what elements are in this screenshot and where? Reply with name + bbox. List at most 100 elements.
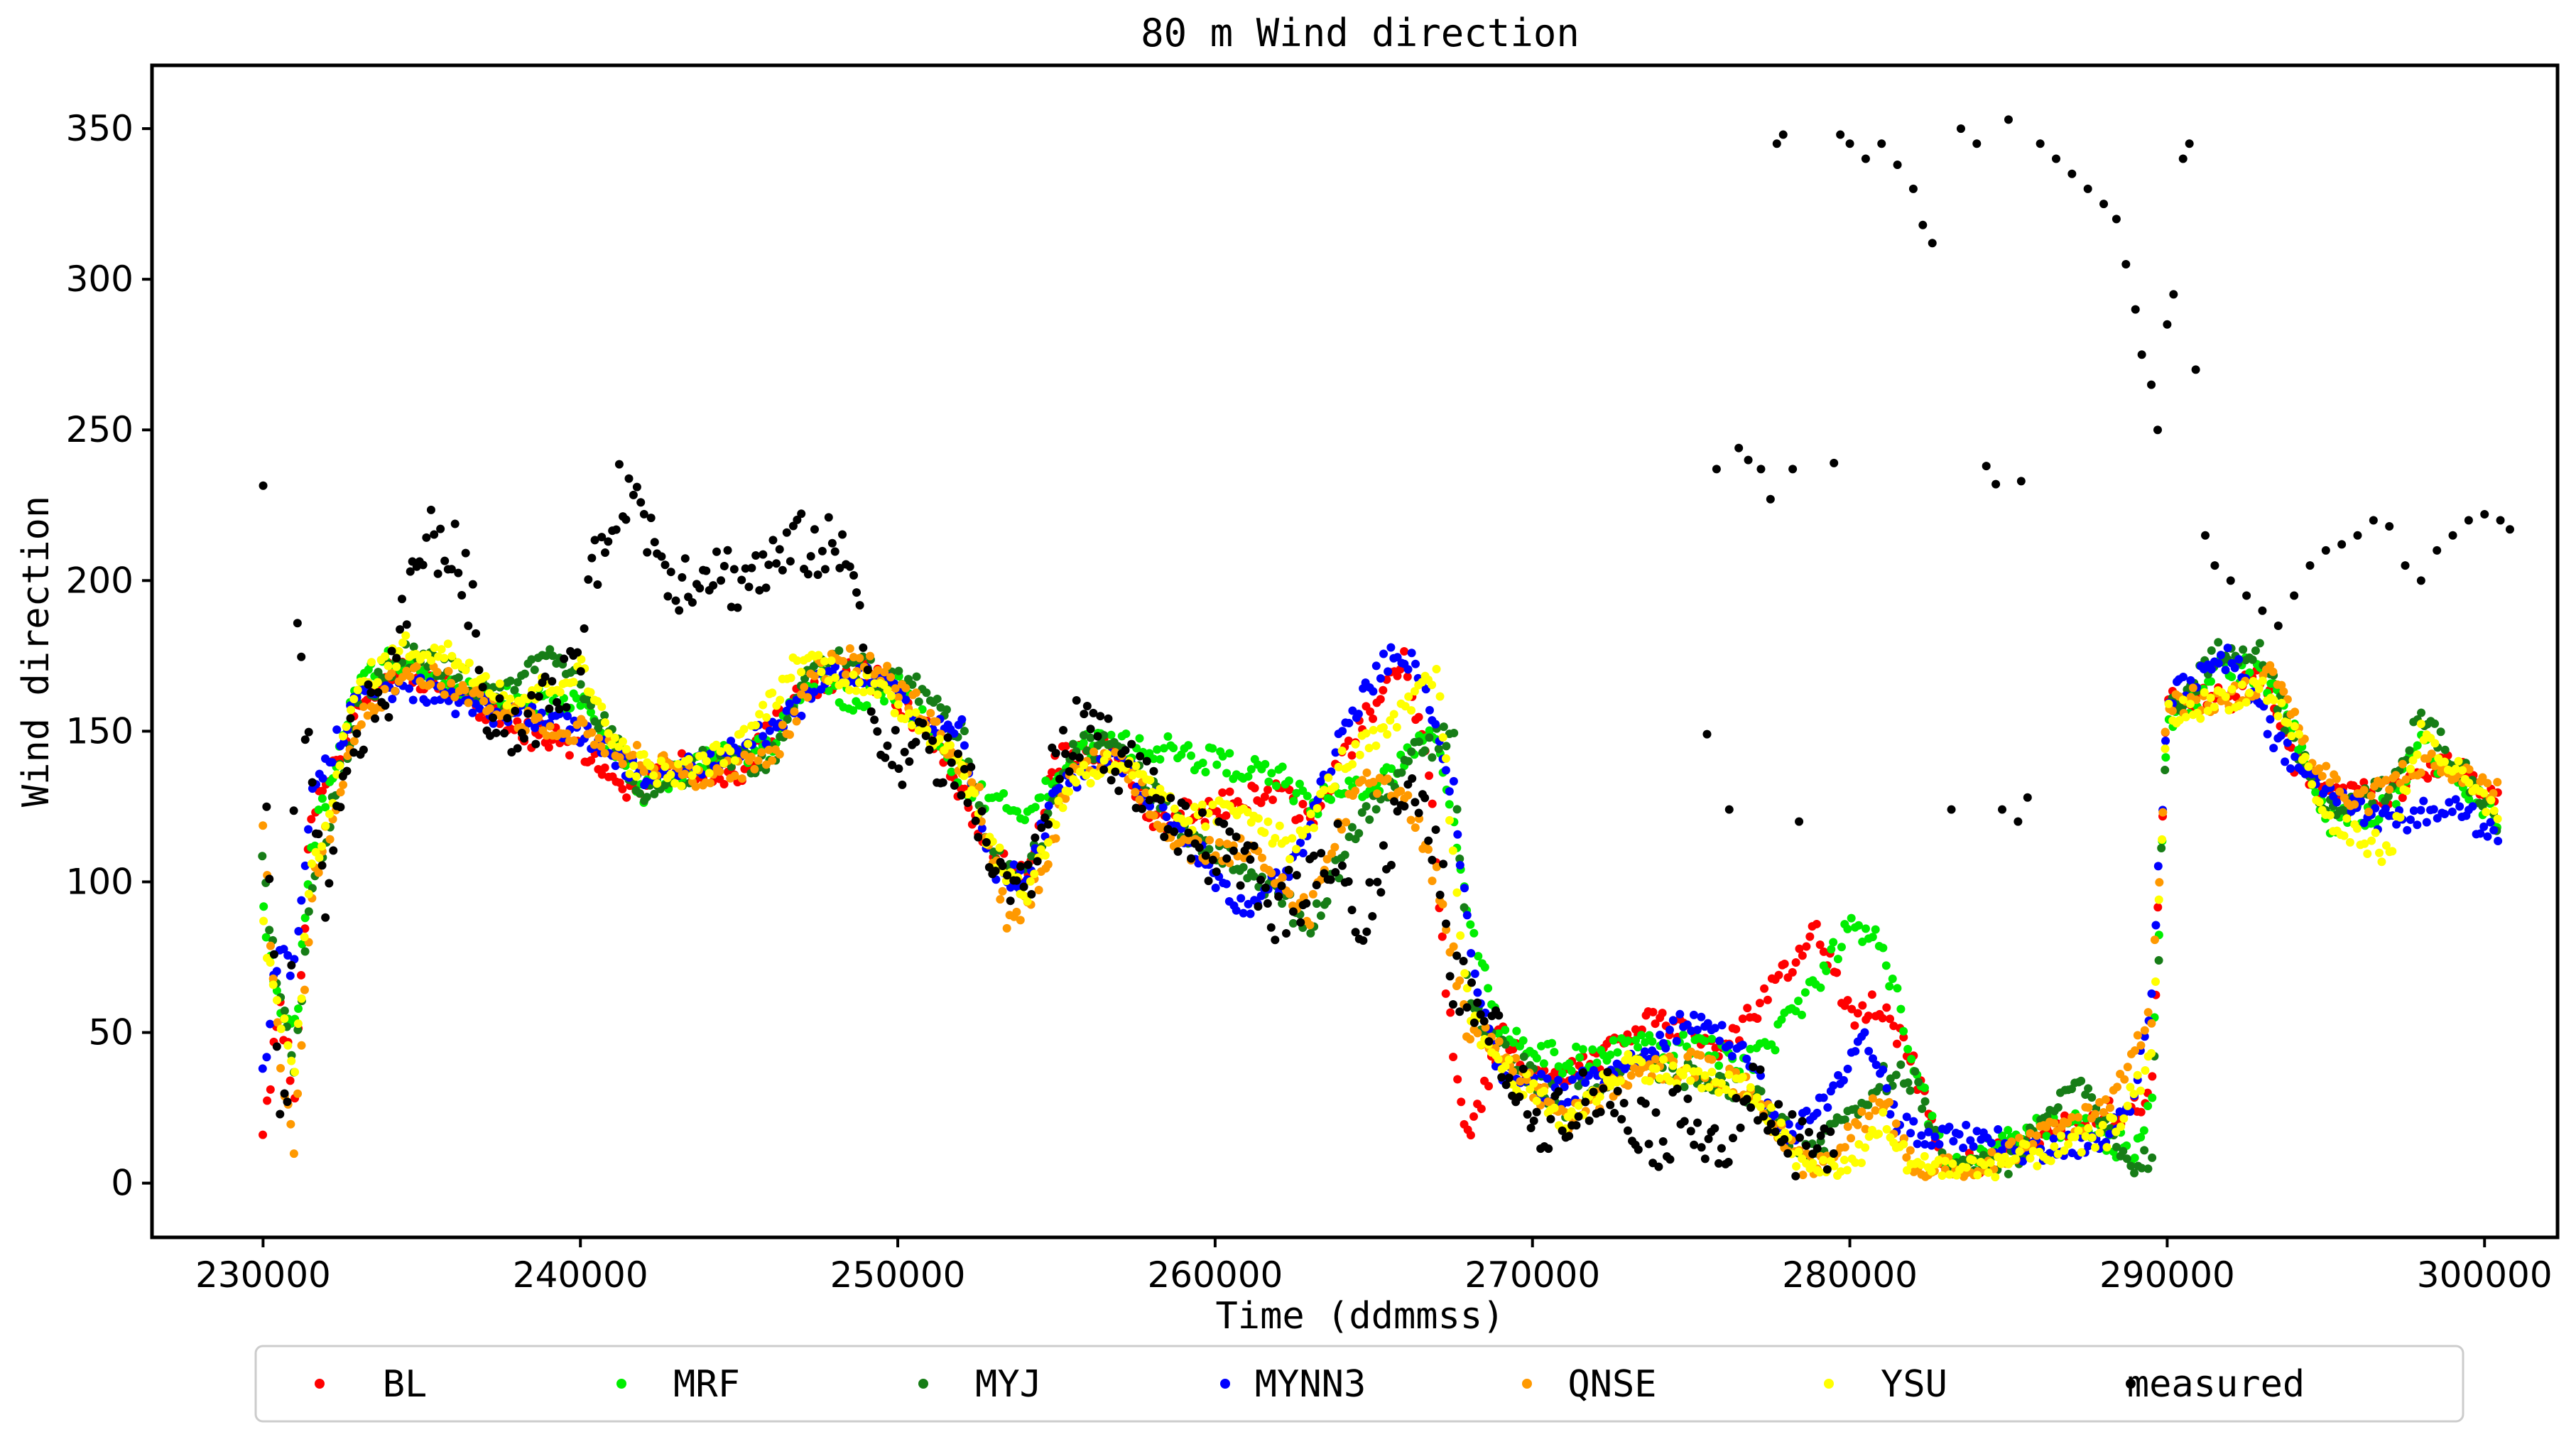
data-point xyxy=(1850,1021,1859,1030)
data-point xyxy=(1282,928,1291,938)
data-point xyxy=(1715,1036,1724,1046)
data-point xyxy=(1763,995,1772,1004)
data-point xyxy=(2169,290,2178,299)
data-point xyxy=(1984,1168,1993,1177)
data-point xyxy=(1342,818,1351,827)
data-point xyxy=(577,655,586,664)
data-point xyxy=(1362,802,1371,811)
data-point xyxy=(2276,731,2286,740)
data-point xyxy=(2448,531,2457,540)
data-point xyxy=(1686,1076,1695,1085)
data-point xyxy=(576,680,585,689)
data-point xyxy=(1888,974,1897,983)
y-tick-label: 350 xyxy=(66,108,134,149)
data-point xyxy=(1362,927,1371,936)
data-point xyxy=(276,1063,286,1073)
data-point xyxy=(1428,799,1437,808)
data-point xyxy=(600,749,609,758)
data-point xyxy=(1683,1020,1692,1029)
data-point xyxy=(1466,1035,1475,1044)
data-point xyxy=(1278,762,1287,771)
data-point xyxy=(2136,1107,2146,1117)
data-point xyxy=(1756,1071,1766,1080)
data-point xyxy=(2464,795,2474,804)
data-point xyxy=(1567,1066,1576,1075)
data-point xyxy=(1296,838,1305,847)
data-point xyxy=(2091,1110,2100,1119)
data-point xyxy=(1945,1122,1954,1132)
data-point xyxy=(2230,663,2239,673)
data-point xyxy=(2226,576,2235,585)
data-point xyxy=(1665,1076,1675,1085)
data-point xyxy=(1864,1046,1874,1056)
data-point xyxy=(2251,646,2260,655)
data-point xyxy=(553,698,562,707)
data-point xyxy=(2136,1133,2146,1142)
data-point xyxy=(1156,784,1165,793)
data-point xyxy=(1843,924,1852,933)
data-point xyxy=(2445,798,2454,807)
data-point xyxy=(2161,744,2170,754)
data-point xyxy=(2422,818,2431,827)
data-point xyxy=(1474,952,1483,961)
data-point xyxy=(1800,988,1810,997)
data-point xyxy=(1973,1171,1982,1180)
data-point xyxy=(1292,845,1301,854)
data-point xyxy=(2196,714,2205,723)
data-point xyxy=(898,780,907,789)
data-point xyxy=(1692,1025,1702,1034)
data-point xyxy=(1767,1103,1776,1112)
data-point xyxy=(1903,1166,1912,1175)
data-point xyxy=(2163,320,2172,329)
data-point xyxy=(2136,1086,2145,1095)
data-point xyxy=(757,748,766,757)
data-point xyxy=(1509,1038,1518,1047)
data-point xyxy=(938,778,947,787)
data-point xyxy=(1668,1016,1678,1025)
data-point xyxy=(1386,716,1395,725)
data-point xyxy=(304,825,313,834)
data-point xyxy=(1420,746,1430,755)
data-point xyxy=(454,673,463,682)
data-point xyxy=(806,552,815,561)
data-point xyxy=(715,767,724,776)
data-point xyxy=(2440,809,2450,818)
data-point xyxy=(1218,752,1227,761)
data-point xyxy=(1278,873,1287,882)
data-point xyxy=(293,619,302,628)
data-point xyxy=(1651,1055,1661,1064)
data-point xyxy=(1099,765,1109,774)
data-point xyxy=(615,753,624,762)
data-point xyxy=(1080,710,1089,719)
data-point xyxy=(460,685,469,695)
data-point xyxy=(604,537,613,546)
data-point xyxy=(1387,764,1396,774)
data-point xyxy=(1847,1134,1856,1143)
data-point xyxy=(2185,139,2194,148)
data-point xyxy=(2077,1148,2086,1157)
data-point xyxy=(1344,776,1354,786)
data-point xyxy=(1906,1146,1915,1155)
data-point xyxy=(1896,1060,1906,1069)
data-point xyxy=(677,749,686,758)
data-point xyxy=(579,718,588,727)
data-point xyxy=(1264,777,1273,786)
data-point xyxy=(2392,820,2401,829)
data-point xyxy=(1816,1131,1825,1140)
data-point xyxy=(2123,1063,2132,1072)
data-point xyxy=(287,1056,296,1065)
data-point xyxy=(1445,800,1454,809)
data-point xyxy=(294,1004,303,1013)
data-point xyxy=(797,668,806,677)
data-point xyxy=(1023,897,1032,906)
data-point xyxy=(1452,951,1462,960)
data-point xyxy=(1690,1140,1699,1149)
data-point xyxy=(2148,1072,2157,1081)
data-point xyxy=(2269,744,2278,753)
data-point xyxy=(450,693,460,702)
data-point xyxy=(1788,1110,1797,1119)
data-point xyxy=(1421,685,1430,694)
data-point xyxy=(1428,855,1437,864)
data-point xyxy=(2191,365,2200,374)
data-point xyxy=(600,763,609,772)
